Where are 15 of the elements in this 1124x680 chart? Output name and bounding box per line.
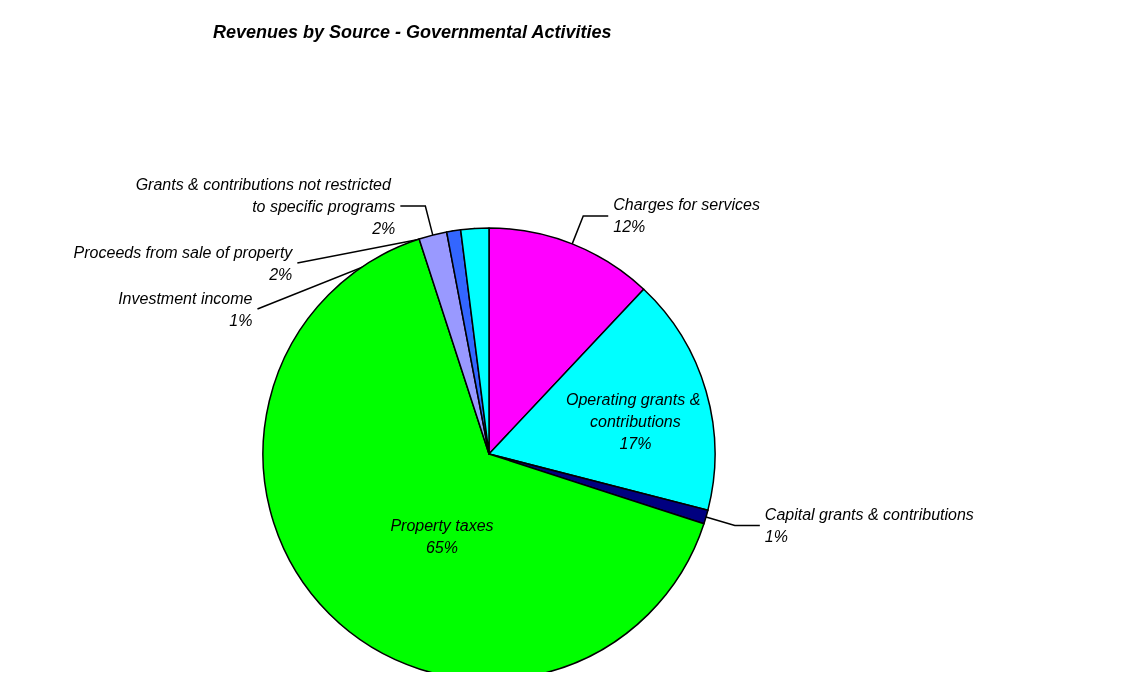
data-label: 1% [764, 527, 788, 545]
slice-label: Investment income [118, 289, 253, 307]
data-label: 65% [425, 538, 458, 556]
slice-label: Grants & contributions not restricted to specific programs [135, 175, 396, 215]
data-label: 1% [229, 311, 253, 329]
data-label: 2% [371, 219, 396, 237]
data-label: 12% [613, 218, 646, 236]
slice-label: Charges for services [613, 196, 760, 214]
slice-label: Operating grants & contributions [566, 391, 705, 431]
data-label: 17% [619, 435, 652, 453]
slice-label: Property taxes [390, 516, 494, 534]
slice-label: Capital grants & contributions [764, 505, 974, 523]
chart-title: Revenues by Source - Governmental Activities [213, 22, 612, 42]
slice-label: Proceeds from sale of property [73, 243, 294, 261]
data-label: 2% [268, 265, 293, 283]
